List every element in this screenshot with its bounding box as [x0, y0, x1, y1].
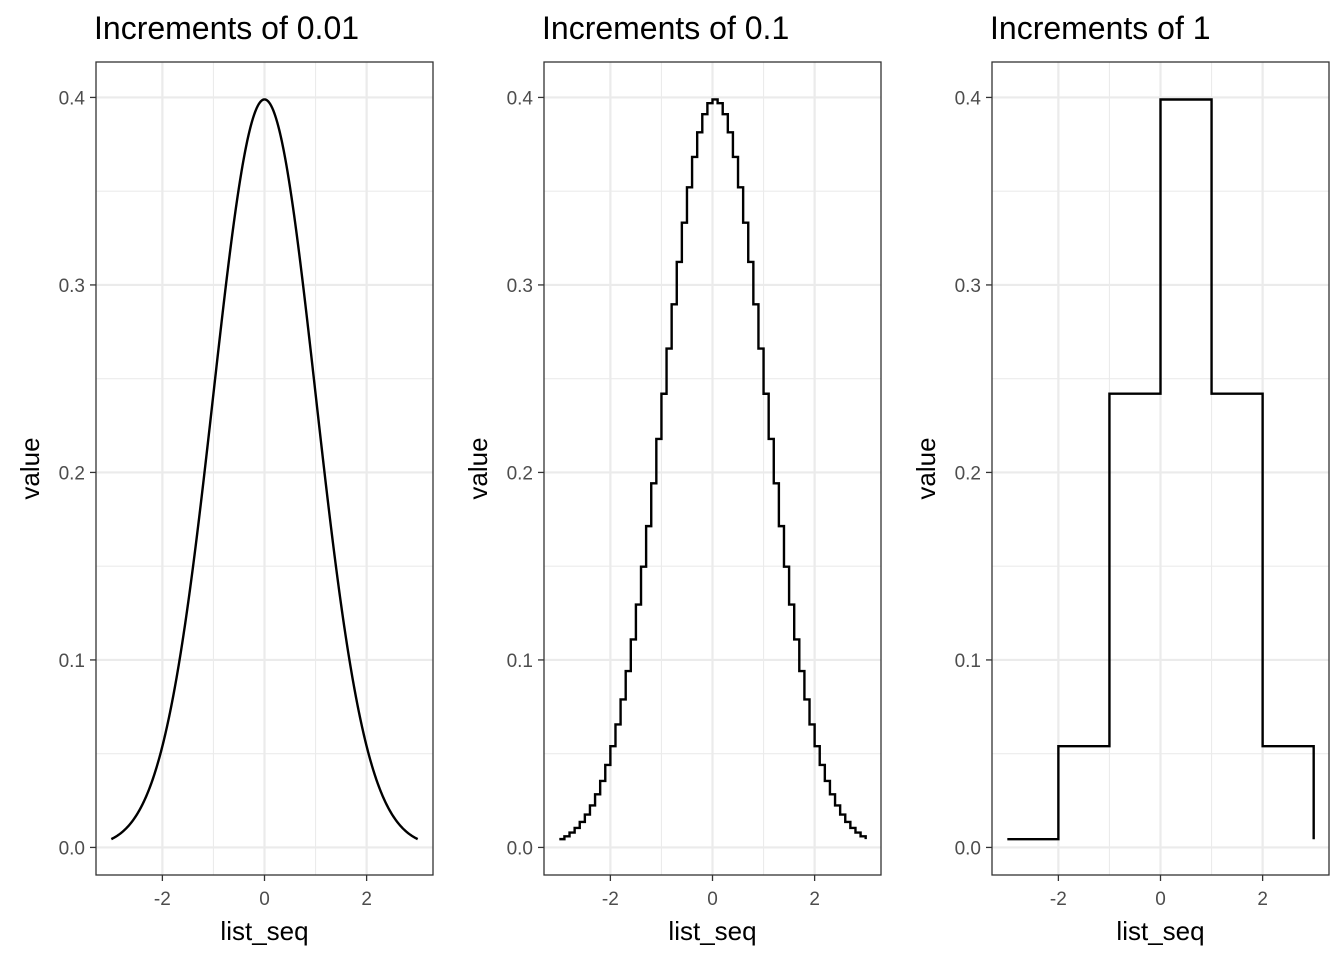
x-tick-label: 2 [1257, 889, 1268, 910]
x-axis-title: list_seq [1116, 916, 1204, 946]
y-tick-label: 0.3 [59, 276, 85, 297]
x-tick-label: 2 [809, 889, 820, 910]
y-tick-label: 0.0 [507, 838, 533, 859]
x-tick-label: 0 [707, 889, 718, 910]
y-axis-title: value [463, 437, 493, 499]
x-axis-title: list_seq [668, 916, 756, 946]
series-line [559, 98, 867, 841]
x-tick-label: 2 [361, 889, 372, 910]
y-tick-label: 0.0 [59, 838, 85, 859]
x-tick-label: -2 [602, 889, 619, 910]
y-tick-label: 0.0 [955, 838, 981, 859]
series-line [1007, 98, 1315, 841]
x-axis-title: list_seq [220, 916, 308, 946]
y-axis-title: value [911, 437, 941, 499]
chart-panel-increments-0-01: -2 0 2 0.0 0.1 0.2 0.3 0.4 Increments of 0.01 lis… [15, 10, 434, 946]
y-axis-title: value [15, 437, 45, 499]
chart-panel-increments-0-1: -2 0 2 0.0 0.1 0.2 0.3 0.4 Increments of 0.1 list… [463, 10, 882, 946]
chart-title: Increments of 0.01 [94, 10, 359, 46]
y-tick-label: 0.2 [955, 463, 981, 484]
x-tick-label: 0 [259, 889, 270, 910]
chart-panel-increments-1: -2 0 2 0.0 0.1 0.2 0.3 0.4 Increments of 1 list_s… [911, 10, 1330, 946]
y-tick-label: 0.1 [955, 651, 981, 672]
y-tick-label: 0.3 [507, 276, 533, 297]
x-tick-label: -2 [154, 889, 171, 910]
x-tick-label: -2 [1050, 889, 1067, 910]
series-line [110, 98, 419, 841]
y-tick-label: 0.1 [507, 651, 533, 672]
y-tick-label: 0.4 [59, 88, 86, 109]
y-tick-label: 0.4 [507, 88, 534, 109]
y-tick-label: 0.2 [59, 463, 85, 484]
y-tick-label: 0.3 [955, 276, 981, 297]
chart-title: Increments of 1 [990, 10, 1211, 46]
y-tick-label: 0.2 [507, 463, 533, 484]
chart-title: Increments of 0.1 [542, 10, 789, 46]
y-tick-label: 0.1 [59, 651, 85, 672]
x-tick-label: 0 [1155, 889, 1166, 910]
y-tick-label: 0.4 [955, 88, 982, 109]
